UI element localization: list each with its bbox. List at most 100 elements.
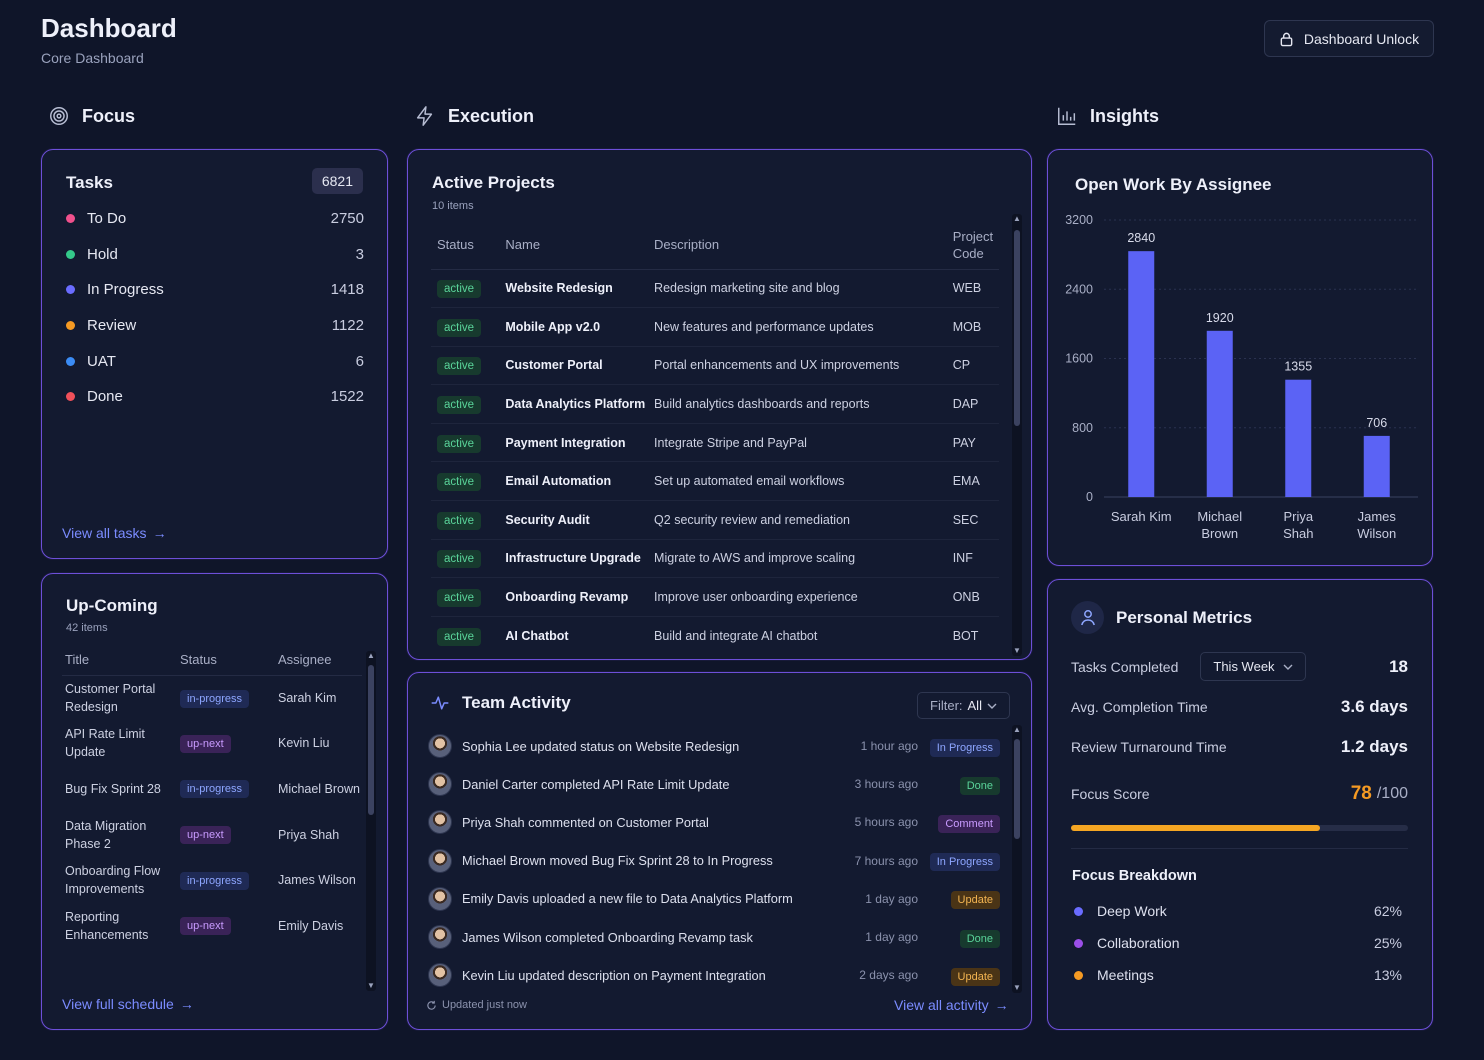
project-name-cell: Data Analytics Platform	[501, 384, 651, 424]
upcoming-count: 42 items	[66, 622, 108, 634]
tasks-total-badge: 6821	[311, 168, 363, 194]
activity-item[interactable]: Emily Davis uploaded a new file to Data …	[428, 880, 1000, 918]
activity-tag-wrap: Done	[928, 776, 1000, 795]
metrics-header: Personal Metrics	[1071, 601, 1252, 634]
table-row[interactable]: active Onboarding Revamp Improve user on…	[431, 577, 999, 617]
upcoming-assignee-cell: Sarah Kim	[278, 691, 337, 706]
focus-breakdown-item: Collaboration 25%	[1074, 927, 1402, 959]
table-row[interactable]: active Data Analytics Platform Build ana…	[431, 384, 999, 424]
task-status-row[interactable]: Review 1122	[66, 308, 364, 344]
table-row[interactable]: active Email Automation Set up automated…	[431, 461, 999, 502]
table-row[interactable]: active Infrastructure Upgrade Migrate to…	[431, 539, 999, 579]
dashboard-unlock-button[interactable]: Dashboard Unlock	[1264, 20, 1434, 57]
project-status-cell: active	[431, 461, 502, 502]
scroll-up-icon[interactable]: ▲	[1013, 214, 1021, 223]
view-full-schedule-link[interactable]: View full schedule →	[62, 996, 194, 1012]
table-row[interactable]: active Security Audit Q2 security review…	[431, 500, 999, 540]
table-row[interactable]: active Website Redesign Redesign marketi…	[431, 269, 999, 309]
view-all-tasks-link[interactable]: View all tasks →	[62, 525, 167, 541]
activity-scroll-thumb[interactable]	[1014, 739, 1020, 839]
scroll-down-icon[interactable]: ▼	[367, 981, 375, 990]
arrow-right-icon: →	[994, 997, 1009, 1013]
arrow-right-icon: →	[179, 996, 194, 1012]
open-work-chart: 0 800 1600 2400 3200 2840 Sarah Kim 1920 Michael…	[1065, 213, 1418, 541]
activity-updated-label: Updated just now	[442, 999, 527, 1011]
scroll-up-icon[interactable]: ▲	[1013, 725, 1021, 734]
activity-item[interactable]: Daniel Carter completed API Rate Limit U…	[428, 765, 1000, 803]
task-status-row[interactable]: Hold 3	[66, 237, 364, 273]
upcoming-status-cell: in-progress	[180, 766, 278, 812]
project-status-cell: active	[431, 616, 502, 651]
activity-item[interactable]: Kevin Liu updated description on Payment…	[428, 956, 1000, 994]
project-code-cell: SEC	[948, 500, 999, 540]
status-dot-icon	[66, 214, 75, 224]
task-status-row[interactable]: Done 1522	[66, 379, 364, 415]
task-status-label: In Progress	[87, 281, 164, 299]
activity-time: 1 day ago	[865, 891, 918, 906]
view-all-activity-link[interactable]: View all activity →	[894, 997, 1009, 1013]
scroll-up-icon[interactable]: ▲	[367, 651, 375, 660]
chart-title: Open Work By Assignee	[1075, 175, 1272, 194]
table-row[interactable]: Customer Portal Redesign in-progress Sar…	[62, 675, 362, 721]
projects-scroll-thumb[interactable]	[1014, 230, 1020, 426]
team-activity-card: Team Activity Filter: All Sophia Lee upd…	[407, 672, 1032, 1030]
table-row[interactable]: Data Migration Phase 2 up-next Priya Sha…	[62, 812, 362, 858]
upcoming-status-cell: up-next	[180, 721, 278, 767]
section-execution: Execution	[414, 105, 534, 127]
bar-value-label: 1920	[1206, 311, 1234, 325]
tasks-completed-row: Tasks Completed This Week 18	[1071, 652, 1408, 681]
task-status-row[interactable]: UAT 6	[66, 343, 364, 379]
table-row[interactable]: active AI Chatbot Build and integrate AI…	[431, 616, 999, 651]
period-select[interactable]: This Week	[1200, 652, 1306, 681]
upcoming-status-cell: in-progress	[180, 675, 278, 721]
status-badge: up-next	[180, 826, 231, 845]
task-status-label: UAT	[87, 352, 116, 370]
activity-tag-wrap: Update	[928, 891, 1000, 910]
table-row[interactable]: active Mobile App v2.0 New features and …	[431, 307, 999, 347]
activity-scrollbar[interactable]: ▲ ▼	[1012, 725, 1022, 993]
status-badge: active	[437, 396, 482, 415]
upcoming-scrollbar[interactable]: ▲ ▼	[366, 651, 376, 991]
task-status-label: Review	[87, 317, 137, 335]
view-full-schedule-label: View full schedule	[62, 996, 174, 1012]
activity-time: 7 hours ago	[854, 853, 918, 868]
table-row[interactable]: Reporting Enhancements up-next Emily Dav…	[62, 903, 362, 949]
table-row[interactable]: Bug Fix Sprint 28 in-progress Michael Br…	[62, 766, 362, 812]
table-row[interactable]: active Customer Portal Portal enhancemen…	[431, 346, 999, 386]
activity-text: Daniel Carter completed API Rate Limit U…	[462, 776, 730, 792]
table-row[interactable]: active Payment Integration Integrate Str…	[431, 423, 999, 463]
tasks-completed-label: Tasks Completed	[1071, 658, 1179, 675]
activity-item[interactable]: James Wilson completed Onboarding Revamp…	[428, 918, 1000, 956]
upcoming-title-cell: API Rate Limit Update	[65, 727, 145, 760]
project-description-cell: Redesign marketing site and blog	[650, 269, 949, 309]
task-status-row[interactable]: To Do 2750	[66, 201, 364, 237]
scroll-down-icon[interactable]: ▼	[1013, 646, 1021, 655]
status-badge: active	[437, 550, 482, 569]
table-row[interactable]: Onboarding Flow Improvements in-progress…	[62, 857, 362, 903]
upcoming-title: Up-Coming	[66, 596, 158, 615]
project-status-cell: active	[431, 423, 502, 463]
activity-updated: Updated just now	[426, 999, 527, 1011]
scroll-down-icon[interactable]: ▼	[1013, 983, 1021, 992]
projects-scrollbar[interactable]: ▲ ▼	[1012, 214, 1022, 656]
upcoming-scroll-thumb[interactable]	[368, 665, 374, 815]
project-description-cell: New features and performance updates	[650, 307, 949, 347]
arrow-right-icon: →	[152, 525, 167, 541]
activity-filter-select[interactable]: Filter: All	[917, 692, 1010, 719]
avg-completion-row: Avg. Completion Time 3.6 days	[1071, 697, 1408, 717]
breakdown-label: Collaboration	[1097, 935, 1180, 951]
upcoming-assignee-cell: Priya Shah	[278, 827, 340, 842]
active-projects-card: Active Projects 10 items Status Name Des…	[407, 149, 1032, 660]
task-status-count: 6	[355, 352, 364, 370]
activity-item[interactable]: Michael Brown moved Bug Fix Sprint 28 to…	[428, 842, 1000, 880]
activity-tag-wrap: Done	[928, 929, 1000, 948]
table-row[interactable]: API Rate Limit Update up-next Kevin Liu	[62, 721, 362, 767]
activity-tag-wrap: Comment	[928, 814, 1000, 833]
project-status-cell: active	[431, 500, 502, 540]
avatar	[428, 734, 452, 759]
project-description-cell: Q2 security review and remediation	[650, 500, 949, 540]
task-status-row[interactable]: In Progress 1418	[66, 272, 364, 308]
refresh-icon	[427, 1000, 436, 1010]
activity-item[interactable]: Sophia Lee updated status on Website Red…	[428, 727, 1000, 765]
activity-item[interactable]: Priya Shah commented on Customer Portal …	[428, 803, 1000, 841]
